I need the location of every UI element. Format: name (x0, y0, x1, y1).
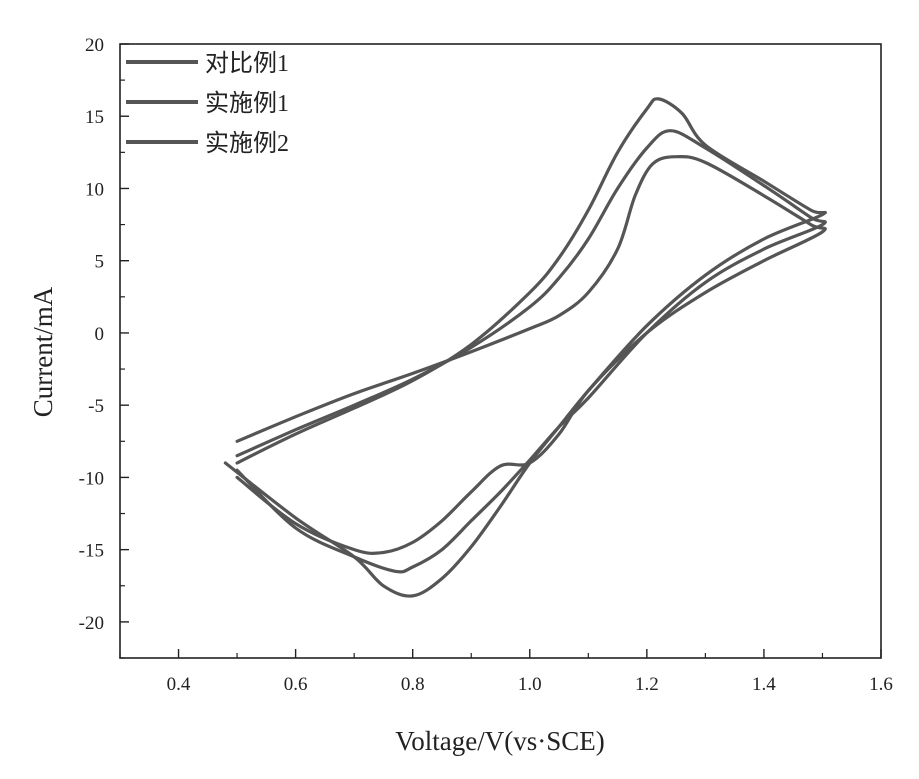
x-tick-label: 1.2 (635, 674, 659, 695)
series-line-1 (235, 154, 827, 556)
y-axis-title: Current/mA (28, 286, 58, 417)
y-tick-label: -10 (79, 468, 104, 489)
y-tick-label: 5 (95, 252, 105, 273)
series-lines (223, 97, 827, 598)
x-tick-label: 1.4 (752, 674, 776, 695)
axis-ticks (119, 43, 882, 659)
y-tick-label: 0 (95, 324, 105, 345)
x-tick-label: 0.4 (167, 674, 191, 695)
x-tick-label: 0.8 (401, 674, 425, 695)
series-line-2 (235, 129, 827, 574)
y-tick-label: -20 (79, 613, 104, 634)
legend-label-1: 对比例1 (205, 50, 289, 77)
x-tick-label: 1.0 (518, 674, 542, 695)
y-tick-label: -5 (88, 396, 104, 417)
plot-frame (119, 43, 882, 659)
x-axis-title: Voltage/V(vs·SCE) (395, 726, 605, 756)
y-tick-label: 10 (85, 179, 104, 200)
legend: 对比例1 实施例1 实施例2 (126, 50, 289, 157)
x-tick-label: 1.6 (869, 674, 893, 695)
series-line-3 (223, 97, 827, 598)
y-tick-label: 20 (85, 35, 104, 56)
axis-tick-labels: 0.4 0.6 0.8 1.0 1.2 1.4 1.6 20 15 10 5 0 -5 -10 -15 -20 (79, 35, 893, 695)
x-tick-label: 0.6 (284, 674, 308, 695)
y-tick-label: 15 (85, 107, 104, 128)
legend-label-2: 实施例1 (205, 90, 289, 117)
y-tick-label: -15 (79, 541, 104, 562)
legend-label-3: 实施例2 (205, 130, 289, 157)
